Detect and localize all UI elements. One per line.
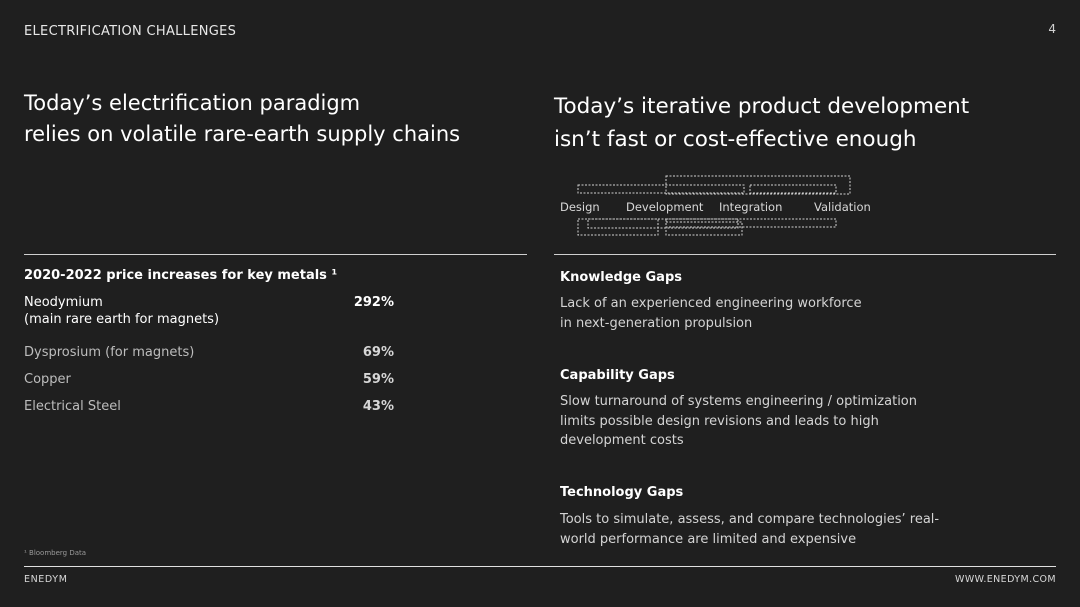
- right-headline-line-1: Today’s iterative product development: [554, 94, 970, 119]
- metal-name-text: Neodymium: [24, 295, 103, 310]
- metal-name: Electrical Steel: [24, 399, 121, 414]
- footnote: ¹ Bloomberg Data: [24, 549, 87, 557]
- table-row: Dysprosium (for magnets) 69%: [24, 344, 394, 371]
- gap-text-line: Tools to simulate, assess, and compare t…: [560, 512, 940, 527]
- metal-name: Neodymium (main rare earth for magnets): [24, 294, 394, 328]
- knowledge-gaps-text: Lack of an experienced engineering workf…: [560, 294, 980, 333]
- price-increase-value: 43%: [362, 399, 394, 414]
- left-headline-line-2: relies on volatile rare-earth supply cha…: [24, 122, 461, 146]
- left-divider: [24, 254, 527, 255]
- section-label: ELECTRIFICATION CHALLENGES: [24, 24, 237, 39]
- gap-text-line: limits possible design revisions and lea…: [560, 413, 879, 429]
- knowledge-gaps-title: Knowledge Gaps: [560, 270, 682, 285]
- bracket-integration-bottom: [665, 218, 837, 228]
- timeline-brackets: [577, 175, 851, 236]
- bracket-design-top: [577, 184, 745, 194]
- right-divider: [554, 254, 1056, 255]
- gap-text-line: development costs: [560, 433, 684, 448]
- bracket-integration-top: [749, 184, 837, 194]
- price-increase-value: 292%: [353, 295, 394, 310]
- development-timeline: Design Development Integration Validatio…: [556, 172, 886, 238]
- bracket-development-top: [665, 175, 851, 195]
- bracket-design-bottom: [577, 218, 659, 236]
- right-headline-line-2: isn’t fast or cost-effective enough: [554, 127, 917, 152]
- table-row: Neodymium (main rare earth for magnets) …: [24, 294, 394, 344]
- gap-text-line: world performance are limited and expens…: [560, 531, 857, 547]
- right-headline: Today’s iterative product development is…: [554, 90, 969, 156]
- brand-logo-text: ENEDYM: [24, 574, 68, 585]
- metal-note: (main rare earth for magnets): [24, 312, 220, 327]
- page-number: 4: [1048, 22, 1056, 36]
- gap-text-line: in next-generation propulsion: [560, 315, 753, 331]
- technology-gaps-title: Technology Gaps: [560, 485, 684, 500]
- phase-label-integration: Integration: [719, 200, 783, 214]
- gap-text-line: Slow turnaround of systems engineering /…: [560, 394, 917, 409]
- capability-gaps-title: Capability Gaps: [560, 368, 675, 383]
- phase-label-development: Development: [626, 200, 704, 214]
- price-increase-value: 69%: [362, 345, 394, 360]
- metal-name: Copper: [24, 372, 71, 387]
- footer-divider: [24, 566, 1056, 567]
- bracket-development-bottom: [587, 218, 739, 229]
- price-table: Neodymium (main rare earth for magnets) …: [24, 294, 394, 425]
- capability-gaps-text: Slow turnaround of systems engineering /…: [560, 392, 980, 451]
- table-row: Copper 59%: [24, 371, 394, 398]
- left-headline: Today’s electrification paradigm relies …: [24, 88, 460, 150]
- table-row: Electrical Steel 43%: [24, 398, 394, 425]
- phase-label-validation: Validation: [814, 200, 871, 214]
- phase-label-design: Design: [560, 200, 600, 214]
- website-url: WWW.ENEDYM.COM: [955, 574, 1056, 585]
- price-table-title: 2020-2022 price increases for key metals…: [24, 268, 338, 283]
- metal-name: Dysprosium (for magnets): [24, 345, 195, 360]
- technology-gaps-text: Tools to simulate, assess, and compare t…: [560, 510, 980, 549]
- gap-text-line: Lack of an experienced engineering workf…: [560, 296, 862, 311]
- bracket-validation-bottom: [665, 221, 743, 236]
- price-increase-value: 59%: [362, 372, 394, 387]
- left-headline-line-1: Today’s electrification paradigm: [24, 91, 361, 115]
